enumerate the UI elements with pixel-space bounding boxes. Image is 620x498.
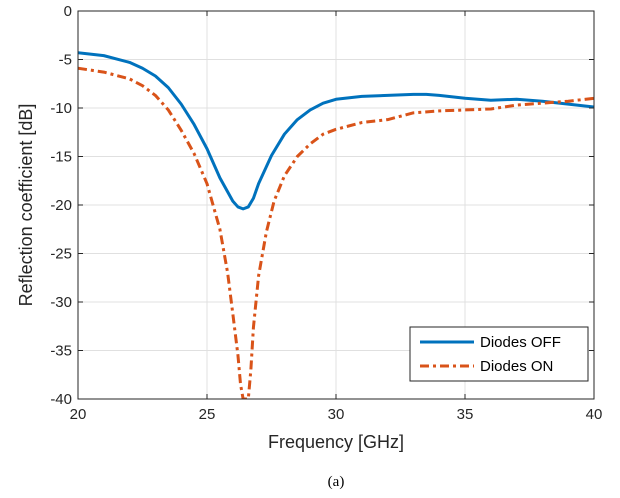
x-tick-label: 25 [199, 406, 216, 423]
x-tick-label: 20 [70, 406, 87, 423]
legend: Diodes OFF Diodes ON [409, 326, 589, 382]
legend-box [409, 326, 589, 382]
x-tick-label: 35 [457, 406, 474, 423]
y-tick-label: -5 [59, 52, 72, 69]
tick-layer: 20 25 30 35 40 0 -5 -10 -15 -20 -25 -30 -35 -40 [50, 3, 602, 423]
x-tick-label: 30 [328, 406, 345, 423]
y-tick-label: -30 [50, 294, 72, 311]
y-tick-label: -15 [50, 149, 72, 166]
y-tick-label: -25 [50, 246, 72, 263]
series-line-0 [78, 51, 594, 211]
y-tick-label: -35 [50, 343, 72, 360]
y-tick-label: -10 [50, 100, 72, 117]
series-layer [78, 51, 594, 399]
x-axis-label: Frequency [GHz] [268, 432, 404, 452]
y-tick-label: 0 [64, 3, 72, 20]
y-tick-label: -20 [50, 197, 72, 214]
series-line-1 [78, 66, 594, 399]
y-tick-label: -40 [50, 391, 72, 408]
legend-label-0: Diodes OFF [480, 334, 561, 351]
figure-caption: (a) [328, 474, 345, 490]
x-tick-label: 40 [586, 406, 603, 423]
y-axis-label: Reflection coefficient [dB] [16, 104, 36, 307]
legend-label-1: Diodes ON [480, 358, 553, 375]
